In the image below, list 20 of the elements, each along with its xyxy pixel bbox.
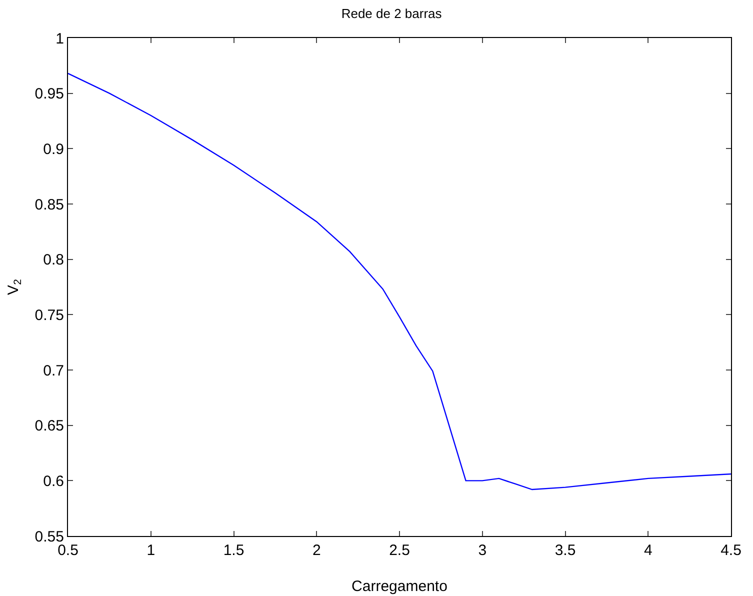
y-tick-label: 0.6: [43, 472, 64, 490]
x-tick-label: 1.5: [223, 542, 244, 559]
x-tick-label: 3: [478, 542, 487, 559]
y-tick-label: 1: [56, 30, 64, 48]
y-tick-label: 0.8: [43, 252, 64, 269]
y-tick-label: 0.95: [34, 86, 64, 103]
x-tick-label: 3.5: [554, 542, 576, 559]
y-tick-label: 0.85: [34, 196, 64, 214]
x-axis-title: Carregamento: [352, 578, 448, 595]
y-tick-label: 0.65: [34, 418, 64, 435]
x-tick-label: 4.5: [720, 542, 742, 559]
y-tick-label: 0.9: [43, 140, 64, 158]
x-tick-label: 4: [644, 542, 652, 559]
y-tick-label: 0.75: [34, 306, 64, 324]
x-tick-label: 2.5: [389, 542, 410, 559]
y-tick-label: 0.7: [43, 362, 64, 380]
chart-title: Rede de 2 barras: [341, 6, 442, 22]
x-tick-label: 1: [146, 542, 156, 559]
x-tick-label: 2: [312, 542, 321, 559]
line-series: [68, 72, 731, 490]
